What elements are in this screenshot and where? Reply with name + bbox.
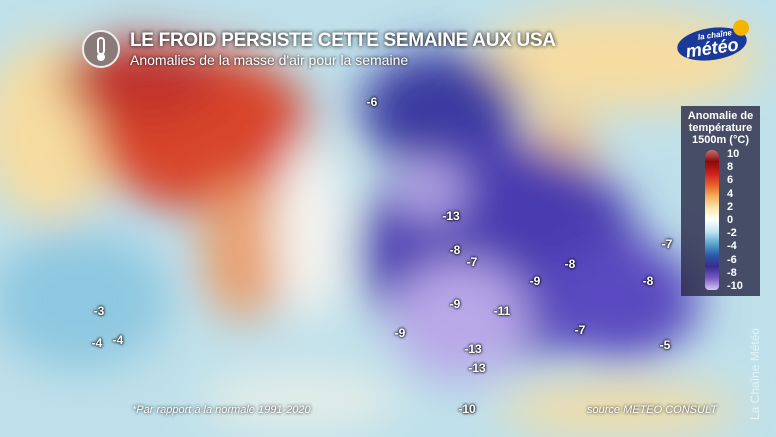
anomaly-label: -13: [468, 361, 486, 375]
legend-tick: 4: [727, 187, 734, 200]
anomaly-label: -11: [493, 304, 511, 318]
anomaly-label: -9: [529, 274, 541, 288]
legend-tick: 8: [727, 161, 734, 174]
legend-tick: -4: [727, 240, 737, 253]
anomaly-label: -9: [394, 326, 406, 340]
anomaly-label: -9: [449, 297, 461, 311]
legend-tick: 2: [727, 200, 734, 213]
anomaly-label: -4: [91, 336, 103, 350]
legend-tick: -6: [727, 253, 737, 266]
legend-tick: -2: [727, 227, 737, 240]
color-legend: Anomalie de température 1500m (°C) 10 8 6 4…: [681, 106, 760, 296]
legend-tick: -8: [727, 266, 737, 279]
source-credit: source METEO CONSULT: [587, 404, 717, 416]
map-title: LE FROID PERSISTE CETTE SEMAINE AUX USA: [130, 30, 556, 51]
anomaly-label: -10: [458, 402, 476, 416]
thermometer-icon: [82, 30, 120, 68]
anomaly-label: -3: [93, 304, 105, 318]
anomaly-label: -8: [564, 257, 576, 271]
anomaly-label: -13: [442, 209, 460, 223]
legend-tick: 10: [727, 148, 740, 160]
anomaly-label: -7: [466, 255, 478, 269]
legend-title: Anomalie de température 1500m (°C): [687, 110, 754, 146]
legend-tick: 6: [727, 174, 734, 187]
anomaly-label: -5: [659, 338, 671, 352]
anomaly-label: -13: [464, 342, 482, 356]
legend-tick: 0: [727, 214, 734, 226]
anomaly-label: -6: [366, 95, 378, 109]
watermark: La Chaîne Météo: [748, 327, 762, 420]
legend-tick: -10: [727, 280, 743, 292]
anomaly-label: -4: [112, 333, 124, 347]
anomaly-label: -8: [642, 274, 654, 288]
legend-color-bar: [705, 150, 719, 290]
map-subtitle: Anomalies de la masse d'air pour la sema…: [130, 52, 409, 68]
footnote: *Par rapport à la normale 1991-2020: [132, 404, 311, 416]
anomaly-label: -7: [661, 237, 673, 251]
anomaly-label: -7: [574, 323, 586, 337]
anomaly-label: -8: [449, 243, 461, 257]
